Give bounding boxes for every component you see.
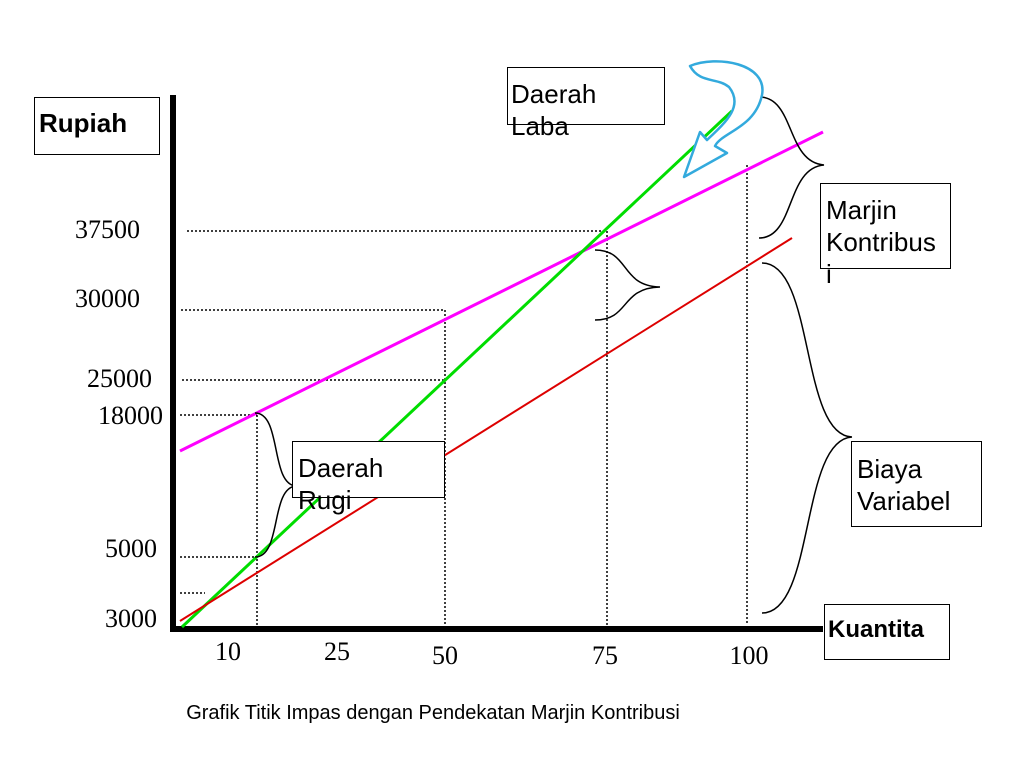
y-tick-label: 3000 — [105, 604, 157, 633]
profit-area-label: Daerah Laba — [507, 67, 665, 141]
y-axis-label: Rupiah — [34, 97, 160, 155]
variable-cost-brace — [761, 262, 853, 614]
x-tick-label: 75 — [592, 641, 618, 670]
variable-cost-label: Biaya Variabel — [851, 441, 982, 527]
chart-caption: Grafik Titik Impas dengan Pendekatan Mar… — [186, 702, 680, 724]
y-tick-label: 18000 — [98, 401, 163, 430]
y-tick-label: 5000 — [105, 534, 157, 563]
break-even-brace — [594, 249, 661, 321]
x-axis-label: Kuantita — [824, 604, 950, 660]
y-tick-label: 37500 — [75, 215, 140, 244]
x-tick-label: 25 — [324, 637, 350, 666]
loss-area-label: Daerah Rugi — [292, 441, 445, 515]
total-cost-line — [179, 130, 824, 453]
curved-arrow-icon — [682, 60, 764, 179]
x-tick-label: 10 — [215, 637, 241, 666]
y-tick-label: 25000 — [87, 364, 152, 393]
x-tick-label: 100 — [730, 641, 769, 670]
x-tick-label: 50 — [432, 641, 458, 670]
contribution-margin-brace — [758, 96, 825, 239]
loss-brace — [254, 412, 297, 558]
y-tick-label: 30000 — [75, 284, 140, 313]
contribution-margin-label: Marjin Kontribus i — [820, 183, 951, 289]
variable-cost-line — [179, 237, 793, 622]
revenue-line — [180, 109, 734, 629]
